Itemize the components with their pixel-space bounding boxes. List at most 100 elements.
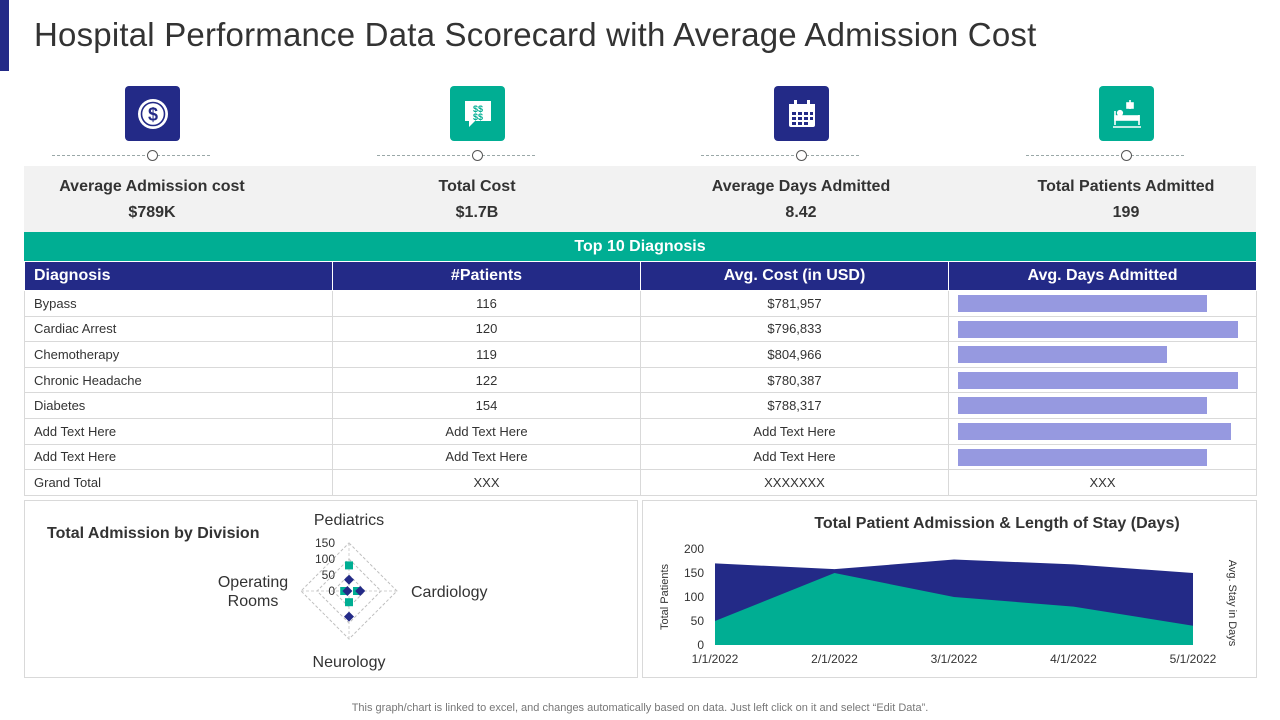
radar-point-diamond xyxy=(344,611,354,622)
diagnosis-cell: Bypass xyxy=(24,290,333,317)
y2-axis-label: Avg. Stay in Days xyxy=(1226,560,1238,647)
x-tick-label: 5/1/2022 xyxy=(1170,652,1217,666)
kpi-connector-line xyxy=(377,155,535,156)
table-row: Add Text Here Add Text Here Add Text Here xyxy=(24,443,1257,471)
table-row: Diabetes 154 $788,317 xyxy=(24,392,1257,419)
diagnosis-table-section: Top 10 Diagnosis Diagnosis #Patients Avg… xyxy=(24,232,1257,496)
radar-tick-label: 150 xyxy=(315,536,335,550)
kpi-average-days-admitted: Average Days Admitted 8.42 xyxy=(651,86,951,232)
patient-admission-panel: Total Patient Admission & Length of Stay… xyxy=(642,500,1257,678)
radar-point-square xyxy=(345,561,353,570)
avg-days-bar-cell xyxy=(948,392,1257,419)
table-row: Chemotherapy 119 $804,966 xyxy=(24,341,1257,368)
kpi-average-admission-cost: $ Average Admission cost $789K xyxy=(2,86,302,232)
patients-cell: XXX xyxy=(332,469,641,496)
grand-total-row: Grand Total XXX XXXXXXX XXX xyxy=(24,469,1257,496)
avg-days-bar-cell xyxy=(948,417,1257,445)
radar-tick-label: 100 xyxy=(315,552,335,566)
x-tick-label: 2/1/2022 xyxy=(811,652,858,666)
kpi-connector-dot xyxy=(472,150,483,161)
svg-text:$$: $$ xyxy=(472,112,482,122)
avg-days-bar xyxy=(958,397,1208,415)
column-header: #Patients xyxy=(332,261,641,291)
radar-axis-label: Operating xyxy=(218,574,288,591)
diagnosis-cell: Cardiac Arrest xyxy=(24,315,333,343)
column-header: Avg. Days Admitted xyxy=(948,261,1257,291)
radar-point-diamond xyxy=(344,574,354,585)
cost-cell: XXXXXXX xyxy=(640,469,949,496)
radar-point-diamond xyxy=(355,586,366,596)
radar-point-diamond xyxy=(342,586,353,596)
avg-days-bar-cell xyxy=(948,443,1257,471)
avg-days-bar-cell xyxy=(948,315,1257,343)
radar-axis-label: Pediatrics xyxy=(314,512,384,529)
diagnosis-cell: Chronic Headache xyxy=(24,366,333,394)
svg-text:$: $ xyxy=(147,104,157,124)
radar-axis-label: Cardiology xyxy=(411,584,487,601)
table-header-row: Diagnosis #Patients Avg. Cost (in USD) A… xyxy=(24,261,1257,291)
cost-cell: Add Text Here xyxy=(640,443,949,471)
patients-cell: Add Text Here xyxy=(332,417,641,445)
diagnosis-table: Diagnosis #Patients Avg. Cost (in USD) A… xyxy=(24,261,1257,496)
avg-days-bar xyxy=(958,346,1167,364)
kpi-connector-line xyxy=(52,155,210,156)
avg-days-bar xyxy=(958,422,1231,440)
y-tick-label: 200 xyxy=(684,542,704,556)
patients-cell: 120 xyxy=(332,315,641,343)
y-tick-label: 0 xyxy=(697,638,704,652)
radar-chart: 150 100 50 0 Pediatrics Cardiology Neurology Op… xyxy=(218,512,488,671)
kpi-value: $1.7B xyxy=(455,204,499,221)
cost-cell: $804,966 xyxy=(640,341,949,368)
diagnosis-cell: Diabetes xyxy=(24,392,333,419)
avg-days-bar xyxy=(958,371,1238,389)
calendar-icon xyxy=(774,86,829,141)
diagnosis-cell: Add Text Here xyxy=(24,443,333,471)
avg-days-bar-cell xyxy=(948,290,1257,317)
admission-by-division-panel: Total Admission by Division 150 100 50 0 Ped… xyxy=(24,500,638,678)
patients-cell: 154 xyxy=(332,392,641,419)
title-accent-bar xyxy=(0,0,9,71)
y-tick-label: 100 xyxy=(684,590,704,604)
area-chart: Total Patient Admission & Length of Stay… xyxy=(659,515,1238,666)
kpi-connector-dot xyxy=(1121,150,1132,161)
hospital-bed-icon xyxy=(1099,86,1154,141)
x-tick-label: 3/1/2022 xyxy=(931,652,978,666)
cost-cell: $781,957 xyxy=(640,290,949,317)
kpi-label: Total Cost xyxy=(438,178,516,195)
diagnosis-cell: Add Text Here xyxy=(24,417,333,445)
avg-days-bar xyxy=(958,295,1208,312)
radar-axis-label: Rooms xyxy=(228,593,279,610)
y-tick-label: 150 xyxy=(684,566,704,580)
kpi-total-patients-admitted: Total Patients Admitted 199 xyxy=(976,86,1276,232)
diagnosis-cell: Chemotherapy xyxy=(24,341,333,368)
table-title: Top 10 Diagnosis xyxy=(24,232,1256,261)
kpi-connector-line xyxy=(701,155,859,156)
diagnosis-cell: Grand Total xyxy=(24,469,333,496)
cost-cell: $796,833 xyxy=(640,315,949,343)
kpi-label: Total Patients Admitted xyxy=(1037,178,1215,195)
table-row: Bypass 116 $781,957 xyxy=(24,290,1257,317)
avg-days-bar xyxy=(958,448,1208,466)
patients-cell: Add Text Here xyxy=(332,443,641,471)
avg-days-bar-cell xyxy=(948,366,1257,394)
cost-cell: $780,387 xyxy=(640,366,949,394)
kpi-label: Average Days Admitted xyxy=(711,178,891,195)
column-header: Avg. Cost (in USD) xyxy=(640,261,949,291)
kpi-connector-dot xyxy=(796,150,807,161)
avg-days-bar-cell xyxy=(948,341,1257,368)
area-series-1 xyxy=(715,573,1193,645)
x-tick-label: 4/1/2022 xyxy=(1050,652,1097,666)
footnote: This graph/chart is linked to excel, and… xyxy=(351,702,929,714)
radar-point-square xyxy=(345,598,353,607)
page-title: Hospital Performance Data Scorecard with… xyxy=(34,16,1037,53)
radar-tick-label: 50 xyxy=(322,568,336,582)
cost-cell: $788,317 xyxy=(640,392,949,419)
kpi-total-cost: $$ $$ Total Cost $1.7B xyxy=(327,86,627,232)
kpi-label: Average Admission cost xyxy=(59,178,245,195)
cost-cell: Add Text Here xyxy=(640,417,949,445)
kpi-value: $789K xyxy=(128,204,176,221)
kpi-value: 8.42 xyxy=(785,204,817,221)
svg-text:$$: $$ xyxy=(472,104,482,114)
kpi-value: 199 xyxy=(1112,204,1140,221)
money-chat-icon: $$ $$ xyxy=(450,86,505,141)
